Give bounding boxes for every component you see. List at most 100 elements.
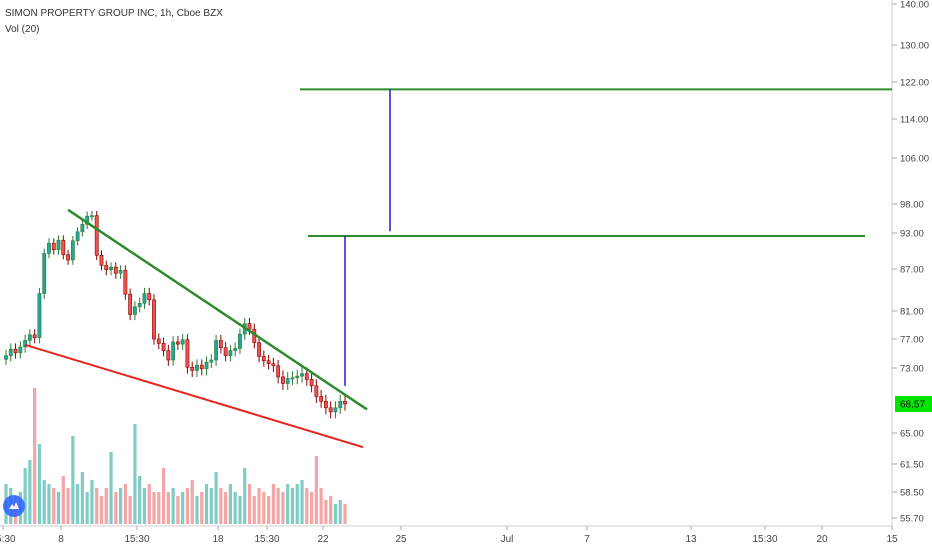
candle-body <box>70 240 75 261</box>
candle-body <box>238 333 242 349</box>
volume-bar <box>157 492 161 524</box>
volume-bar <box>228 484 233 524</box>
y-tick-label: 77.00 <box>900 335 924 346</box>
volume-bar <box>200 492 204 524</box>
volume-bar <box>37 444 42 524</box>
candle-body <box>261 356 266 362</box>
volume-bar <box>243 468 247 524</box>
y-tick-label: 93.00 <box>900 229 924 240</box>
volume-bar <box>85 492 89 524</box>
volume-bar <box>138 476 142 524</box>
volume-bar <box>181 492 185 524</box>
current-price-label: 68.57 <box>900 399 925 410</box>
x-tick-label: 25 <box>395 534 407 545</box>
candle-body <box>180 339 185 345</box>
tradingview-logo[interactable] <box>3 495 25 517</box>
volume-bar <box>319 488 323 524</box>
volume-bar <box>95 488 99 524</box>
current-price-tag <box>895 395 932 412</box>
x-tick-label: 15:30 <box>0 534 16 545</box>
volume-bar <box>252 496 256 524</box>
volume-bar <box>295 484 299 524</box>
candle-body <box>195 364 199 371</box>
volume-bar <box>80 472 84 524</box>
candle-body <box>99 254 104 266</box>
chart-title: SIMON PROPERTY GROUP INC, 1h, Cboe BZX <box>5 8 223 19</box>
volume-bar <box>247 484 252 524</box>
candle-body <box>300 373 304 377</box>
candle-body <box>104 265 109 270</box>
candle-body <box>204 361 209 370</box>
volume-bar <box>204 484 209 524</box>
y-tick-label: 81.00 <box>900 307 924 318</box>
candle-body <box>113 266 118 274</box>
candle-body <box>128 293 133 315</box>
volume-bar <box>195 496 199 524</box>
volume-bar <box>56 492 61 524</box>
candle-body <box>13 348 18 354</box>
candle-body <box>90 215 94 218</box>
volume-bar <box>329 496 333 524</box>
volume-bar <box>142 488 147 524</box>
volume-bar <box>338 500 342 524</box>
candle-body <box>118 270 123 274</box>
volume-bar <box>324 500 328 524</box>
x-tick-label: 20 <box>816 534 828 545</box>
candle-body <box>42 253 47 294</box>
candle-body <box>152 299 156 340</box>
candle-body <box>214 340 218 361</box>
x-tick-label: Jul <box>501 534 514 545</box>
volume-bar <box>233 492 237 524</box>
candle-body <box>171 341 176 361</box>
candle-body <box>109 266 113 271</box>
volume-bar <box>61 476 65 524</box>
candle-body <box>32 334 37 338</box>
candle-body <box>218 340 223 349</box>
candle-body <box>23 340 27 348</box>
candle-body <box>166 350 171 361</box>
candle-body <box>66 254 70 261</box>
volume-bar <box>305 488 309 524</box>
volume-bar <box>209 488 213 524</box>
y-tick-label: 65.00 <box>900 429 924 440</box>
volume-bar <box>224 492 228 524</box>
volume-bar <box>185 488 190 524</box>
candle-body <box>314 385 319 397</box>
volume-bar <box>343 504 347 524</box>
volume-bar <box>262 492 266 524</box>
candle-body <box>190 366 195 371</box>
volume-bar <box>300 480 304 524</box>
volume-bar <box>42 480 46 524</box>
y-tick-label: 106.00 <box>900 154 929 165</box>
volume-bar <box>333 504 338 524</box>
volume-bar <box>71 436 75 524</box>
y-tick-label: 73.00 <box>900 364 924 375</box>
volume-bar <box>171 488 175 524</box>
x-tick-label: 18 <box>212 534 224 545</box>
volume-bar <box>219 488 223 524</box>
volume-bar <box>238 496 242 524</box>
x-tick-label: 7 <box>584 534 590 545</box>
candle-body <box>281 376 285 384</box>
candle-body <box>133 306 137 315</box>
candle-body <box>156 338 161 344</box>
volume-bar <box>114 492 118 524</box>
volume-bar <box>76 484 80 524</box>
volume-bar <box>290 488 295 524</box>
volume-bar <box>104 488 108 524</box>
volume-bar <box>166 492 170 524</box>
volume-bar <box>286 484 290 524</box>
candle-body <box>51 242 56 251</box>
y-tick-label: 87.00 <box>900 265 924 276</box>
x-tick-label: 8 <box>58 534 64 545</box>
candle-body <box>304 373 309 380</box>
volume-bar <box>281 492 285 524</box>
candle-body <box>18 346 23 354</box>
volume-bar <box>123 484 127 524</box>
candle-body <box>75 231 80 242</box>
candle-body <box>147 293 152 301</box>
candle-body <box>324 401 328 409</box>
candle-body <box>161 343 166 351</box>
volume-bar <box>28 460 32 524</box>
